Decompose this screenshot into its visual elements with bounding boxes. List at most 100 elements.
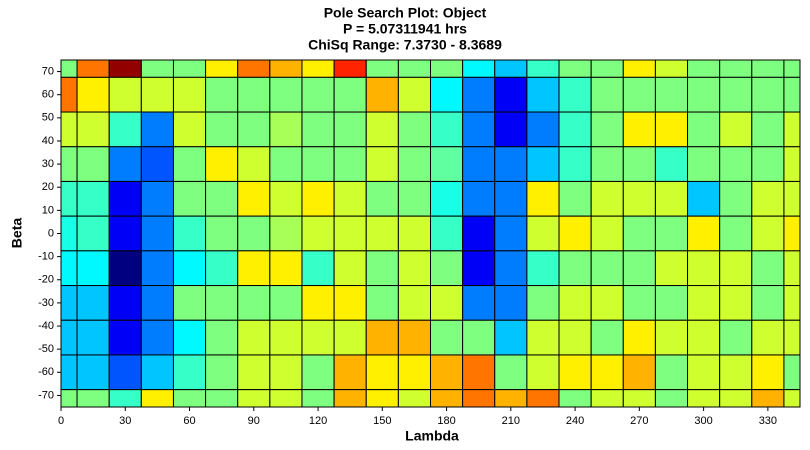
x-tick-label: 210 xyxy=(502,415,520,427)
heatmap-cell xyxy=(60,285,78,321)
heatmap-cell xyxy=(60,319,78,356)
heatmap-cell xyxy=(172,111,207,148)
heatmap-cell xyxy=(751,59,785,78)
heatmap-cell xyxy=(365,319,399,356)
heatmap-cell xyxy=(108,250,142,287)
heatmap-cell xyxy=(687,319,721,356)
heatmap-cell xyxy=(526,319,560,356)
heatmap-cell xyxy=(140,146,174,182)
heatmap-cell xyxy=(333,76,367,113)
heatmap-cell xyxy=(751,319,785,356)
heatmap-cell xyxy=(590,354,624,391)
heatmap-cell xyxy=(654,250,689,287)
heatmap-cell xyxy=(108,146,142,182)
heatmap-cell xyxy=(526,250,560,287)
heatmap-cell xyxy=(687,180,721,217)
heatmap-cell xyxy=(783,354,801,391)
heatmap-cell xyxy=(687,285,721,321)
heatmap-cell xyxy=(558,146,592,182)
heatmap-cell xyxy=(783,76,801,113)
x-tick-label: 60 xyxy=(183,415,195,427)
heatmap-cell xyxy=(430,111,464,148)
heatmap-cell xyxy=(269,285,303,321)
heatmap-cell xyxy=(76,319,110,356)
heatmap-cell xyxy=(365,76,399,113)
heatmap-cell xyxy=(654,180,689,217)
heatmap-cell xyxy=(719,146,753,182)
heatmap-cell xyxy=(751,215,785,252)
heatmap-cell xyxy=(365,111,399,148)
y-tick-label: 50 xyxy=(42,112,54,124)
heatmap-cell xyxy=(205,76,239,113)
heatmap-cell xyxy=(719,250,753,287)
heatmap-cell xyxy=(172,76,207,113)
heatmap-cell xyxy=(687,250,721,287)
heatmap-cell xyxy=(333,285,367,321)
heatmap-cell xyxy=(269,146,303,182)
heatmap-cell xyxy=(590,215,624,252)
heatmap-cell xyxy=(397,250,432,287)
heatmap-cell xyxy=(205,389,239,408)
heatmap-cell xyxy=(365,354,399,391)
heatmap-cell xyxy=(269,354,303,391)
y-tick-label: 10 xyxy=(42,204,54,216)
heatmap-cell xyxy=(751,285,785,321)
heatmap-cell xyxy=(783,111,801,148)
heatmap-cell xyxy=(622,215,656,252)
heatmap-cell xyxy=(622,389,656,408)
heatmap-cell xyxy=(430,146,464,182)
heatmap-cell xyxy=(269,215,303,252)
heatmap-cell xyxy=(590,76,624,113)
heatmap-cell xyxy=(172,180,207,217)
heatmap-cell xyxy=(654,354,689,391)
heatmap-cell xyxy=(397,354,432,391)
heatmap-cell xyxy=(590,319,624,356)
heatmap-cell xyxy=(526,146,560,182)
heatmap-cell xyxy=(60,111,78,148)
heatmap-cell xyxy=(269,250,303,287)
heatmap-cell xyxy=(269,59,303,78)
heatmap-cell xyxy=(526,76,560,113)
x-tick-label: 300 xyxy=(694,415,712,427)
y-tick-label: -30 xyxy=(38,297,54,309)
heatmap-cell xyxy=(783,146,801,182)
heatmap-cell xyxy=(76,111,110,148)
heatmap-cell xyxy=(719,285,753,321)
x-tick-label: 330 xyxy=(759,415,777,427)
heatmap-cell xyxy=(205,180,239,217)
heatmap-cell xyxy=(462,146,496,182)
heatmap-cell xyxy=(76,180,110,217)
heatmap-cell xyxy=(430,180,464,217)
heatmap-cell xyxy=(430,250,464,287)
heatmap-cell xyxy=(462,111,496,148)
heatmap-cell xyxy=(237,180,271,217)
heatmap-cell xyxy=(783,250,801,287)
heatmap-cell xyxy=(172,285,207,321)
heatmap-cell xyxy=(494,146,528,182)
heatmap-cell xyxy=(622,285,656,321)
heatmap-cell xyxy=(654,76,689,113)
heatmap-cell xyxy=(60,146,78,182)
heatmap-cell xyxy=(590,389,624,408)
heatmap-cell xyxy=(494,215,528,252)
heatmap-cell xyxy=(60,76,78,113)
heatmap-cell xyxy=(76,146,110,182)
heatmap-cell xyxy=(462,285,496,321)
heatmap-cell xyxy=(462,76,496,113)
heatmap-cell xyxy=(269,389,303,408)
x-tick-label: 30 xyxy=(119,415,131,427)
heatmap-cell xyxy=(719,319,753,356)
heatmap-cell xyxy=(301,354,335,391)
heatmap-cell xyxy=(654,285,689,321)
y-tick-label: 20 xyxy=(42,181,54,193)
heatmap-cell xyxy=(751,180,785,217)
heatmap-cell xyxy=(333,389,367,408)
heatmap-cell xyxy=(301,146,335,182)
heatmap-cell xyxy=(462,250,496,287)
heatmap-cell xyxy=(76,59,110,78)
heatmap-cell xyxy=(590,59,624,78)
heatmap-cell xyxy=(269,319,303,356)
heatmap-cell xyxy=(783,59,801,78)
x-tick-label: 180 xyxy=(437,415,455,427)
